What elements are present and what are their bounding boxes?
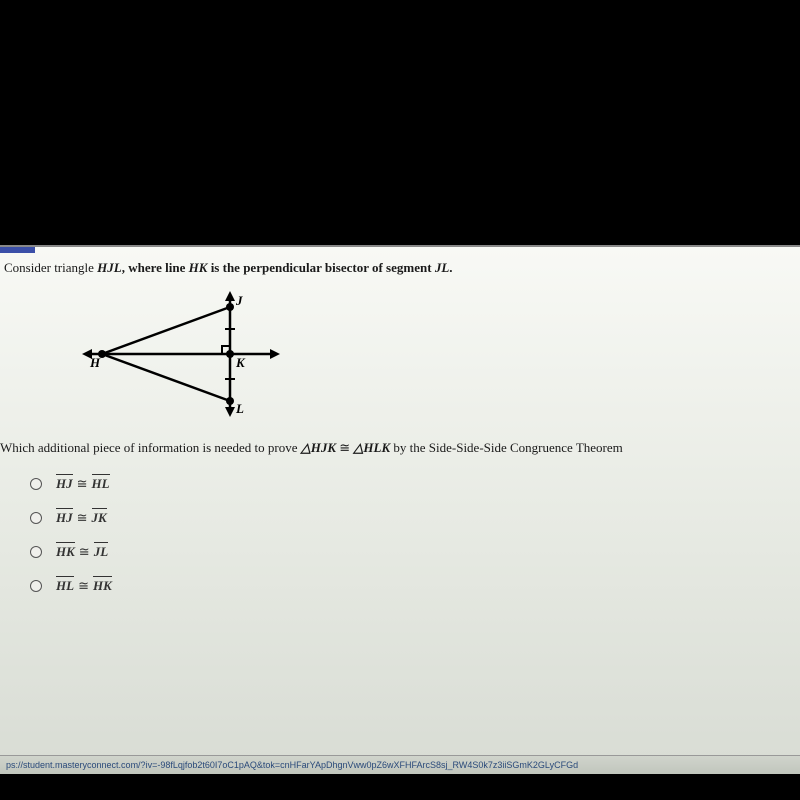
problem-segment: JL xyxy=(435,260,449,275)
cong-symbol: ≅ xyxy=(77,476,88,492)
problem-mid2: is the perpendicular bisector of segment xyxy=(207,260,434,275)
content-area: Consider triangle HJL, where line HK is … xyxy=(0,245,800,775)
radio-icon[interactable] xyxy=(30,478,42,490)
black-bottom-region xyxy=(0,774,800,800)
question-suffix: by the Side-Side-Side Congruence Theorem xyxy=(390,440,623,455)
option-a-left: HJ xyxy=(56,476,73,492)
question-cong: ≅ xyxy=(339,440,350,455)
triangle-diagram: H J K L xyxy=(80,289,800,424)
radio-icon[interactable] xyxy=(30,546,42,558)
label-L: L xyxy=(235,401,244,416)
label-K: K xyxy=(235,355,246,370)
cong-symbol: ≅ xyxy=(77,510,88,526)
problem-line: HK xyxy=(189,260,208,275)
cong-symbol: ≅ xyxy=(78,578,89,594)
cong-symbol: ≅ xyxy=(79,544,90,560)
option-b-left: HJ xyxy=(56,510,73,526)
option-b[interactable]: HJ ≅ JK xyxy=(30,510,800,526)
option-c[interactable]: HK ≅ JL xyxy=(30,544,800,560)
question-tri1: △HJK xyxy=(301,440,336,455)
progress-bar xyxy=(0,247,35,253)
problem-prefix: Consider triangle xyxy=(4,260,97,275)
url-text: ps://student.masteryconnect.com/?iv=-98f… xyxy=(6,760,578,770)
question-tri2: △HLK xyxy=(353,440,390,455)
problem-statement: Consider triangle HJL, where line HK is … xyxy=(0,247,800,283)
url-bar: ps://student.masteryconnect.com/?iv=-98f… xyxy=(0,755,800,775)
radio-icon[interactable] xyxy=(30,512,42,524)
answer-options: HJ ≅ HL HJ ≅ JK HK ≅ JL HL ≅ HK xyxy=(0,470,800,594)
question-text: Which additional piece of information is… xyxy=(0,434,800,470)
label-H: H xyxy=(89,355,101,370)
option-c-left: HK xyxy=(56,544,75,560)
problem-suffix: . xyxy=(449,260,452,275)
question-prefix: Which additional piece of information is… xyxy=(0,440,301,455)
option-d[interactable]: HL ≅ HK xyxy=(30,578,800,594)
problem-mid1: , where line xyxy=(122,260,189,275)
option-d-right: HK xyxy=(93,578,112,594)
black-top-region xyxy=(0,0,800,245)
option-d-left: HL xyxy=(56,578,74,594)
option-a[interactable]: HJ ≅ HL xyxy=(30,476,800,492)
option-a-right: HL xyxy=(92,476,110,492)
radio-icon[interactable] xyxy=(30,580,42,592)
option-b-right: JK xyxy=(92,510,107,526)
option-c-right: JL xyxy=(94,544,108,560)
problem-triangle: HJL xyxy=(97,260,122,275)
label-J: J xyxy=(235,293,243,308)
